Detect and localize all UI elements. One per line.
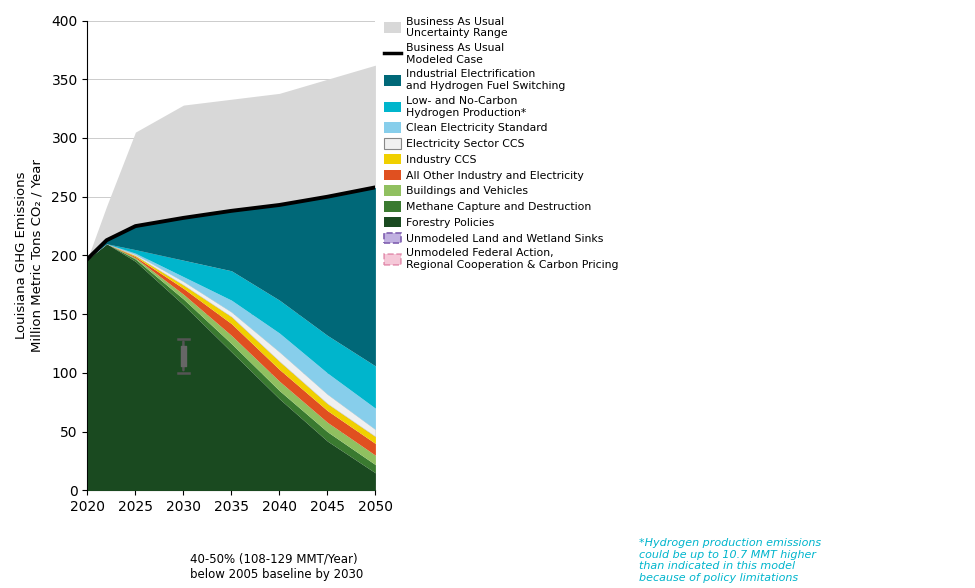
Text: 40-50% (108-129 MMT/Year)
below 2005 baseline by 2030: 40-50% (108-129 MMT/Year) below 2005 bas… — [190, 553, 364, 581]
Legend: Business As Usual
Uncertainty Range, Business As Usual
Modeled Case, Industrial : Business As Usual Uncertainty Range, Bus… — [384, 16, 619, 270]
Text: *Hydrogen production emissions
could be up to 10.7 MMT higher
than indicated in : *Hydrogen production emissions could be … — [639, 538, 821, 583]
Y-axis label: Louisiana GHG Emissions
Million Metric Tons CO₂ / Year: Louisiana GHG Emissions Million Metric T… — [15, 159, 43, 352]
